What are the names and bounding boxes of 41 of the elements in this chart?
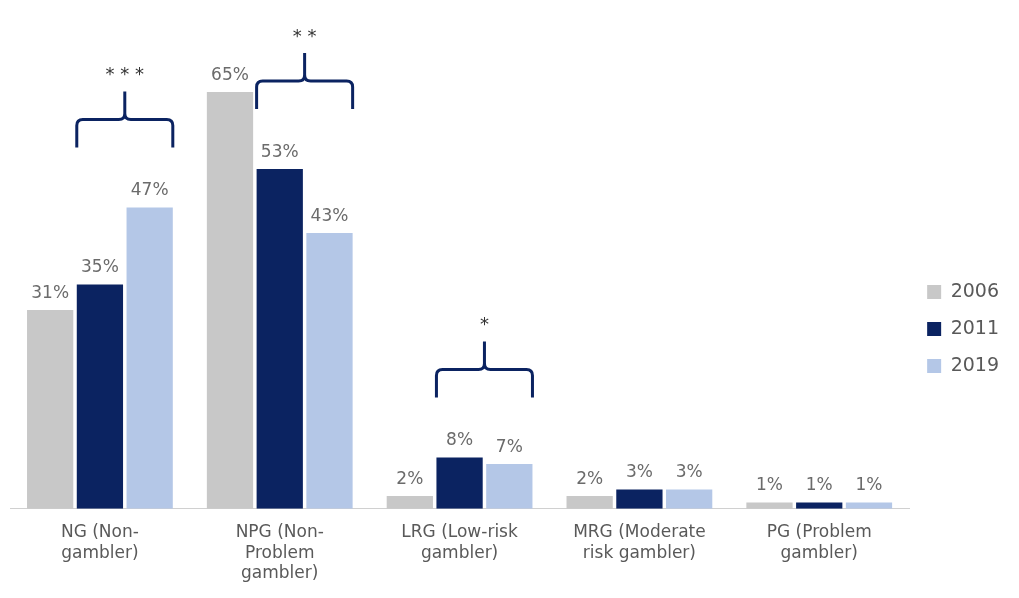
bar [796, 502, 843, 509]
bar [76, 284, 124, 509]
data-label: 47% [130, 179, 169, 200]
text: * * * [105, 63, 145, 85]
bar [845, 502, 893, 509]
legend-label: 2019 [950, 352, 1000, 375]
data-label: 43% [310, 205, 349, 226]
bar [27, 310, 74, 509]
data-label: 3% [625, 461, 653, 482]
bar [386, 495, 433, 509]
x-tick-label: PG (Problem gambler) [766, 521, 872, 562]
data-label: 1% [855, 474, 883, 495]
bar [746, 502, 793, 509]
bar [486, 463, 533, 509]
annotation: * [479, 313, 489, 335]
legend-label: 2006 [950, 278, 1000, 301]
x-tick-label: NG (Non-gambler) [60, 521, 139, 562]
legend-label: 2011 [950, 315, 1000, 338]
bar [566, 495, 613, 509]
x-tick-label: MRG (Moderate risk gambler) [573, 521, 706, 562]
data-label: 31% [31, 281, 70, 302]
bar [126, 207, 173, 509]
data-label: 65% [211, 63, 249, 84]
data-label: 3% [675, 461, 703, 482]
data-label: 35% [81, 256, 119, 277]
text: * * [292, 24, 317, 46]
bar [666, 489, 713, 509]
x-tick-label: NPG (Non-Problem gambler) [235, 521, 324, 583]
data-label: 53% [260, 140, 299, 161]
data-label: 1% [805, 474, 833, 495]
data-label: 1% [755, 474, 783, 495]
data-label: 2% [576, 467, 604, 488]
x-tick-label: LRG (Low-risk gambler) [401, 521, 518, 562]
bar [306, 233, 353, 509]
data-label: 7% [495, 435, 523, 456]
bar [616, 489, 663, 509]
bar [256, 168, 303, 509]
bar [436, 457, 483, 509]
data-label: 8% [446, 429, 474, 450]
data-label: 2% [396, 467, 424, 488]
bar [206, 92, 254, 509]
